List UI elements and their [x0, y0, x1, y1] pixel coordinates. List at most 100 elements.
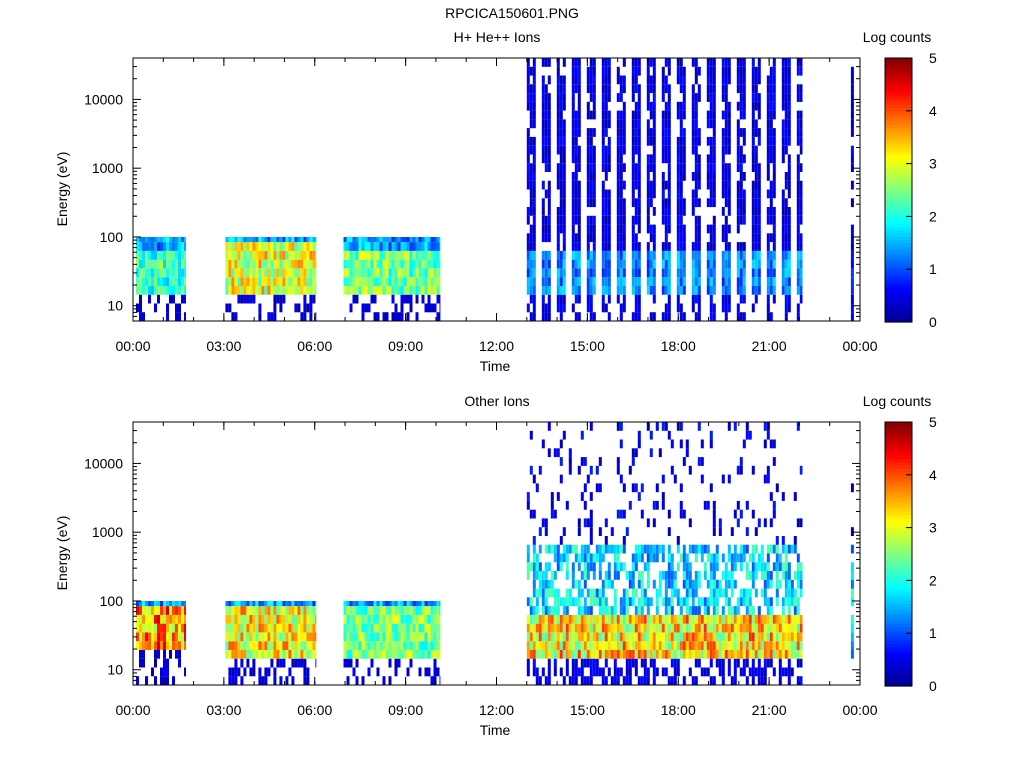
heatmap-cell [562, 242, 566, 251]
heatmap-cell [589, 623, 593, 633]
heatmap-cell [709, 312, 713, 321]
heatmap-cell [270, 259, 274, 269]
heatmap-cell [667, 224, 671, 234]
x-tick-label: 00:00 [115, 702, 150, 718]
heatmap-cell [297, 641, 301, 650]
heatmap-cell [559, 277, 563, 286]
heatmap-cell [685, 649, 689, 659]
heatmap-cell [237, 294, 241, 304]
heatmap-cell [361, 623, 365, 633]
heatmap-cell [787, 632, 791, 642]
heatmap-cell [694, 544, 698, 554]
heatmap-cell [604, 119, 608, 129]
heatmap-cell [526, 492, 530, 501]
heatmap-cell [184, 242, 186, 251]
heatmap-cell [249, 649, 253, 659]
heatmap-cell [784, 632, 788, 642]
heatmap-cell [724, 128, 728, 137]
heatmap-cell [757, 163, 761, 172]
heatmap-cell [255, 250, 259, 260]
heatmap-cell [643, 597, 647, 607]
heatmap-cell [574, 676, 578, 685]
heatmap-cell [712, 136, 716, 146]
heatmap-cell [592, 632, 596, 642]
heatmap-cell [601, 189, 605, 199]
heatmap-cell [583, 500, 587, 510]
heatmap-cell [850, 250, 854, 260]
heatmap-cell [649, 614, 653, 624]
heatmap-cell [276, 623, 280, 633]
heatmap-cell [604, 268, 608, 278]
heatmap-cell [547, 101, 551, 111]
heatmap-cell [553, 606, 557, 615]
heatmap-cell [754, 623, 758, 633]
heatmap-cell [622, 483, 626, 493]
heatmap-cell [270, 614, 274, 624]
heatmap-cell [661, 154, 665, 164]
heatmap-cell [736, 285, 740, 295]
heatmap-cell [273, 632, 277, 642]
heatmap-cell [772, 294, 776, 304]
heatmap-cell [273, 250, 277, 260]
heatmap-cell [394, 667, 398, 677]
heatmap-cell [667, 58, 671, 67]
heatmap-cell [261, 242, 265, 251]
heatmap-cell [760, 544, 764, 554]
heatmap-cell [607, 571, 611, 580]
heatmap-cell [712, 58, 716, 67]
heatmap-cell [775, 641, 779, 650]
heatmap-cell [352, 250, 356, 260]
heatmap-cell [297, 601, 301, 607]
heatmap-cell [562, 544, 566, 554]
heatmap-cell [736, 649, 740, 659]
heatmap-cell [637, 207, 641, 216]
heatmap-cell [724, 110, 728, 120]
heatmap-cell [619, 207, 623, 216]
heatmap-cell [181, 606, 184, 615]
heatmap-cell [532, 303, 536, 313]
heatmap-cell [370, 277, 374, 286]
heatmap-cell [273, 259, 277, 269]
colorbar-swatch [885, 547, 912, 552]
heatmap-cell [370, 237, 374, 243]
heatmap-cell [712, 641, 716, 650]
heatmap-cell [312, 237, 316, 243]
heatmap-cell [619, 242, 623, 251]
heatmap-cell [270, 606, 274, 615]
heatmap-cell [760, 632, 764, 642]
heatmap-cell [706, 172, 710, 181]
heatmap-cell [181, 641, 184, 650]
heatmap-cell [571, 268, 575, 278]
heatmap-cell [237, 632, 241, 642]
heatmap-cell [601, 207, 605, 216]
heatmap-cell [757, 614, 761, 624]
heatmap-cell [799, 145, 803, 155]
heatmap-cell [763, 632, 767, 642]
heatmap-cell [751, 154, 755, 164]
heatmap-cell [547, 259, 551, 269]
heatmap-cell [706, 58, 710, 67]
heatmap-cell [577, 101, 581, 111]
heatmap-cell [574, 215, 578, 225]
heatmap-cell [697, 614, 701, 624]
heatmap-cell [592, 658, 596, 668]
heatmap-cell [367, 250, 371, 260]
colorbar-swatch [885, 448, 912, 453]
heatmap-cell [361, 303, 365, 313]
heatmap-cell [148, 632, 151, 642]
heatmap-cell [778, 649, 782, 659]
colorbar-swatch [885, 190, 912, 194]
heatmap-cell [562, 58, 566, 67]
heatmap-cell [775, 571, 779, 580]
heatmap-cell [394, 614, 398, 624]
heatmap-cell [577, 641, 581, 650]
heatmap-cell [532, 189, 536, 199]
heatmap-cell [622, 285, 626, 295]
heatmap-cell [571, 154, 575, 164]
heatmap-cell [592, 614, 596, 624]
heatmap-cell [721, 649, 725, 659]
heatmap-cell [279, 242, 283, 251]
heatmap-cell [225, 259, 229, 269]
heatmap-cell [237, 259, 241, 269]
